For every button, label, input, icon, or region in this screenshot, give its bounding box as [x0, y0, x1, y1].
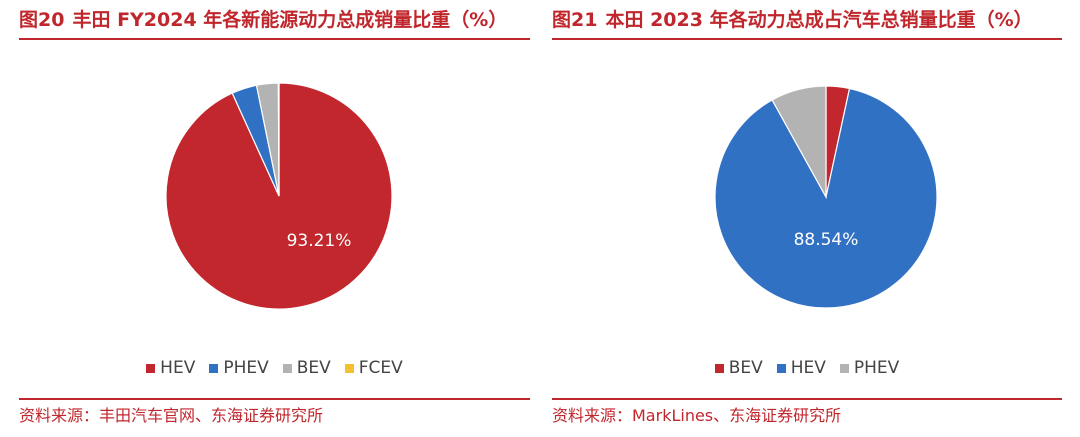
figure-21-panel: 图21 本田 2023 年各动力总成占汽车总销量比重（%） 88.54% BEV H…	[552, 0, 1062, 437]
legend-swatch	[839, 363, 849, 373]
legend-swatch	[146, 363, 156, 373]
pie-slice-phev	[771, 85, 827, 200]
legend-label: HEV	[790, 358, 826, 378]
figure-20-number: 图20	[19, 9, 65, 31]
figure-21-source: 资料来源：MarkLines、东海证券研究所	[552, 398, 1062, 426]
legend-item-bev: BEV	[714, 358, 763, 378]
figure-20-title-text: 丰田 FY2024 年各新能源动力总成销量比重（%）	[72, 9, 508, 31]
figure-20-source: 资料来源：丰田汽车官网、东海证券研究所	[19, 398, 530, 426]
figure-20-pie-chart: 93.21%	[165, 82, 393, 310]
figure-20-title: 图20 丰田 FY2024 年各新能源动力总成销量比重（%）	[19, 8, 530, 40]
figure-21-pie-chart: 88.54%	[714, 85, 938, 309]
legend-item-hev: HEV	[776, 358, 826, 378]
legend-swatch	[209, 363, 219, 373]
legend-item-phev: PHEV	[839, 358, 900, 378]
pie-slice-fcev	[277, 82, 280, 197]
figure-21-title-text: 本田 2023 年各动力总成占汽车总销量比重（%）	[605, 9, 1033, 31]
figure-20-panel: 图20 丰田 FY2024 年各新能源动力总成销量比重（%） 93.21% HEV…	[19, 0, 530, 437]
legend-label: BEV	[296, 358, 331, 378]
legend-swatch	[282, 363, 292, 373]
legend-label: FCEV	[358, 358, 403, 378]
figure-21-legend: BEV HEV PHEV	[552, 358, 1062, 378]
data-label-hev: 88.54%	[794, 230, 859, 250]
legend-label: PHEV	[223, 358, 269, 378]
legend-label: BEV	[728, 358, 763, 378]
legend-swatch	[776, 363, 786, 373]
legend-item-phev: PHEV	[209, 358, 269, 378]
legend-label: PHEV	[853, 358, 900, 378]
figure-21-number: 图21	[552, 9, 598, 31]
legend-swatch	[344, 363, 354, 373]
legend-swatch	[714, 363, 724, 373]
legend-item-hev: HEV	[146, 358, 195, 378]
legend-item-bev: BEV	[282, 358, 331, 378]
figure-20-legend: HEV PHEV BEV FCEV	[19, 358, 530, 378]
data-label-hev: 93.21%	[287, 231, 352, 251]
legend-item-fcev: FCEV	[344, 358, 403, 378]
legend-label: HEV	[160, 358, 196, 378]
figure-21-title: 图21 本田 2023 年各动力总成占汽车总销量比重（%）	[552, 8, 1062, 40]
